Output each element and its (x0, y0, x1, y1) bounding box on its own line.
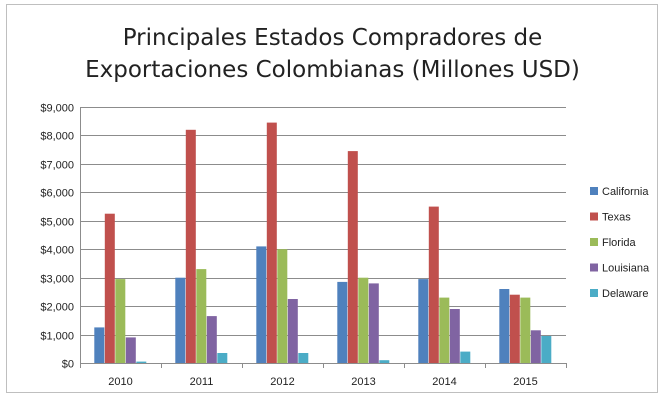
bar-delaware-2011 (217, 353, 228, 363)
bar-louisiana-2012 (287, 299, 298, 363)
bar-louisiana-2010 (125, 337, 136, 363)
y-tick-label: $8,000 (40, 131, 74, 143)
bar-florida-2013 (358, 277, 369, 363)
bar-california-2015 (499, 289, 510, 363)
bar-california-2013 (337, 281, 348, 363)
bar-california-2012 (256, 246, 267, 363)
bar-texas-2011 (185, 129, 196, 363)
bar-florida-2012 (277, 249, 288, 363)
bar-delaware-2010 (136, 361, 147, 363)
y-tick-label: $1,000 (40, 331, 74, 343)
y-tick-label: $0 (62, 359, 74, 371)
bar-florida-2015 (520, 297, 531, 363)
y-tick-label: $5,000 (40, 217, 74, 229)
legend-swatch-louisiana (590, 263, 598, 272)
x-tick-label: 2014 (432, 376, 456, 388)
legend-label-delaware: Delaware (602, 288, 648, 300)
bar-texas-2014 (428, 206, 439, 363)
bar-louisiana-2015 (530, 330, 541, 363)
x-tick-label: 2015 (513, 376, 537, 388)
bar-louisiana-2014 (449, 309, 460, 363)
legend-label-california: California (602, 186, 649, 198)
legend-swatch-texas (590, 212, 598, 221)
bar-louisiana-2013 (368, 283, 379, 363)
bar-california-2011 (175, 277, 186, 363)
legend-swatch-california (590, 187, 598, 195)
bar-florida-2011 (196, 269, 207, 363)
bar-louisiana-2011 (206, 316, 217, 363)
bar-delaware-2013 (379, 360, 390, 363)
legend-label-texas: Texas (602, 212, 631, 224)
y-tick-label: $3,000 (40, 274, 74, 286)
bar-florida-2010 (115, 279, 126, 363)
chart-title-line-2: Exportaciones Colombianas (Millones USD) (85, 57, 580, 83)
x-tick-label: 2010 (108, 376, 132, 388)
bar-florida-2014 (439, 297, 450, 363)
bar-texas-2013 (347, 151, 358, 363)
legend-label-florida: Florida (602, 237, 637, 249)
bar-texas-2012 (266, 122, 277, 363)
y-tick-label: $6,000 (40, 188, 74, 200)
x-tick-label: 2011 (190, 376, 214, 388)
y-tick-label: $7,000 (40, 160, 74, 172)
y-tick-label: $2,000 (40, 302, 74, 314)
bar-delaware-2015 (541, 336, 552, 363)
y-tick-label: $4,000 (40, 245, 74, 257)
y-tick-label: $9,000 (40, 103, 74, 115)
x-tick-label: 2013 (351, 376, 375, 388)
legend-swatch-delaware (590, 289, 598, 297)
bar-texas-2010 (104, 213, 115, 363)
bar-california-2014 (418, 279, 429, 363)
legend-label-louisiana: Louisiana (602, 263, 650, 275)
x-tick-label: 2012 (270, 376, 294, 388)
legend-swatch-florida (590, 238, 598, 246)
bar-texas-2015 (509, 294, 520, 363)
chart-title-line-1: Principales Estados Compradores de (122, 25, 543, 51)
bar-delaware-2014 (460, 351, 471, 363)
chart-title: Principales Estados Compradores de Expor… (0, 22, 665, 86)
bar-california-2010 (94, 327, 105, 363)
bar-delaware-2012 (298, 353, 309, 363)
